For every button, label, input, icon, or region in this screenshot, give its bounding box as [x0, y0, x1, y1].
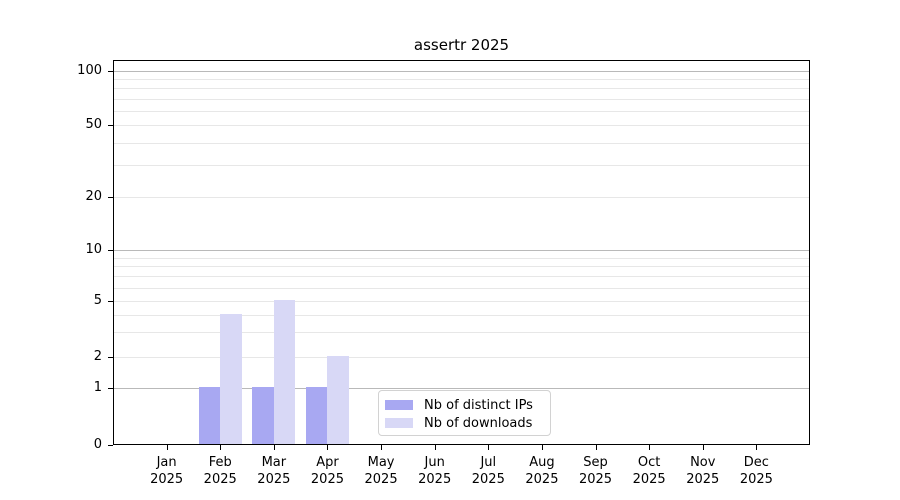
x-tick-label: Sep 2025 [564, 454, 628, 488]
x-tick-mark [434, 445, 436, 450]
bar-distinct-ips-feb [198, 387, 221, 444]
y-tick-mark [108, 445, 113, 446]
minor-gridline [114, 79, 809, 81]
x-tick-year: 2025 [203, 472, 237, 487]
y-tick-label: 1 [93, 380, 102, 395]
x-tick-month: Jun [424, 455, 445, 470]
x-tick-year: 2025 [257, 472, 291, 487]
y-tick-mark [108, 301, 113, 302]
y-tick-label: 5 [93, 293, 102, 308]
x-tick-year: 2025 [686, 472, 720, 487]
y-tick-label: 2 [93, 349, 102, 364]
minor-gridline [114, 98, 809, 100]
x-tick-label: Apr 2025 [295, 454, 359, 488]
x-tick-label: Mar 2025 [242, 454, 306, 488]
x-tick-label: Oct 2025 [617, 454, 681, 488]
x-tick-label: May 2025 [349, 454, 413, 488]
x-tick-mark [488, 445, 490, 450]
legend-label-distinct-ips: Nb of distinct IPs [424, 397, 533, 413]
x-tick-month: Sep [583, 455, 608, 470]
chart-title: assertr 2025 [413, 36, 510, 54]
y-tick-mark [108, 250, 113, 251]
legend: Nb of distinct IPs Nb of downloads [378, 390, 551, 436]
x-tick-mark [273, 445, 275, 450]
x-tick-label: Feb 2025 [188, 454, 252, 488]
legend-swatch-downloads [385, 418, 413, 428]
bar-downloads-mar [273, 300, 296, 444]
x-tick-month: Nov [690, 455, 716, 470]
bar-downloads-feb [220, 313, 242, 444]
y-tick-mark [108, 125, 113, 126]
legend-item-distinct-ips: Nb of distinct IPs [385, 396, 550, 414]
major-gridline [114, 71, 809, 72]
major-gridline [114, 388, 809, 389]
x-tick-year: 2025 [525, 472, 559, 487]
minor-gridline [114, 197, 809, 198]
x-tick-label: Nov 2025 [671, 454, 735, 488]
x-tick-year: 2025 [632, 472, 666, 487]
x-tick-month: Dec [743, 455, 769, 470]
x-tick-mark [166, 445, 168, 450]
y-tick-label: 100 [77, 63, 102, 78]
x-tick-label: Aug 2025 [510, 454, 574, 488]
x-tick-month: Jan [156, 455, 177, 470]
x-tick-month: Oct [637, 455, 661, 470]
y-tick-label: 20 [85, 189, 102, 204]
y-tick-mark [108, 388, 113, 389]
x-tick-mark [220, 445, 222, 450]
minor-gridline [114, 266, 809, 268]
x-tick-mark [702, 445, 704, 450]
x-tick-month: Mar [261, 455, 287, 470]
x-tick-year: 2025 [578, 472, 613, 487]
minor-gridline [114, 88, 809, 90]
x-tick-month: Jul [480, 455, 497, 470]
x-tick-month: May [367, 455, 395, 470]
minor-gridline [114, 110, 809, 112]
minor-gridline [114, 287, 809, 289]
minor-gridline [114, 276, 809, 278]
minor-gridline [114, 165, 809, 167]
legend-item-downloads: Nb of downloads [385, 414, 550, 432]
minor-gridline [114, 142, 809, 144]
y-tick-label: 0 [93, 437, 102, 452]
x-tick-mark [649, 445, 651, 450]
y-tick-label: 10 [85, 242, 102, 257]
x-tick-year: 2025 [310, 472, 344, 487]
x-tick-mark [541, 445, 543, 450]
legend-swatch-distinct-ips [385, 400, 413, 410]
minor-gridline [114, 314, 809, 316]
y-tick-mark [108, 197, 113, 198]
x-tick-mark [595, 445, 597, 450]
bar-distinct-ips-apr [305, 387, 328, 444]
plot-area [113, 60, 810, 445]
bar-distinct-ips-mar [252, 387, 274, 444]
x-tick-month: Apr [316, 455, 339, 470]
minor-gridline [114, 357, 809, 358]
x-tick-mark [756, 445, 758, 450]
x-tick-mark [327, 445, 329, 450]
major-gridline [114, 250, 809, 251]
y-tick-mark [108, 357, 113, 358]
x-tick-label: Jun 2025 [403, 454, 467, 488]
x-tick-month: Feb [208, 455, 232, 470]
bar-downloads-apr [327, 356, 349, 444]
minor-gridline [114, 257, 809, 259]
x-tick-label: Jan 2025 [135, 454, 199, 488]
x-tick-label: Dec 2025 [724, 454, 788, 488]
legend-label-downloads: Nb of downloads [424, 415, 533, 431]
x-tick-mark [381, 445, 383, 450]
minor-gridline [114, 332, 809, 334]
x-tick-year: 2025 [471, 472, 505, 487]
minor-gridline [114, 301, 809, 302]
x-tick-year: 2025 [418, 472, 452, 487]
x-tick-month: Aug [529, 455, 555, 470]
y-tick-label: 50 [85, 117, 102, 132]
x-tick-year: 2025 [150, 472, 184, 487]
y-tick-mark [108, 71, 113, 72]
minor-gridline [114, 125, 809, 126]
x-tick-label: Jul 2025 [456, 454, 520, 488]
x-tick-year: 2025 [739, 472, 773, 487]
x-tick-year: 2025 [364, 472, 398, 487]
